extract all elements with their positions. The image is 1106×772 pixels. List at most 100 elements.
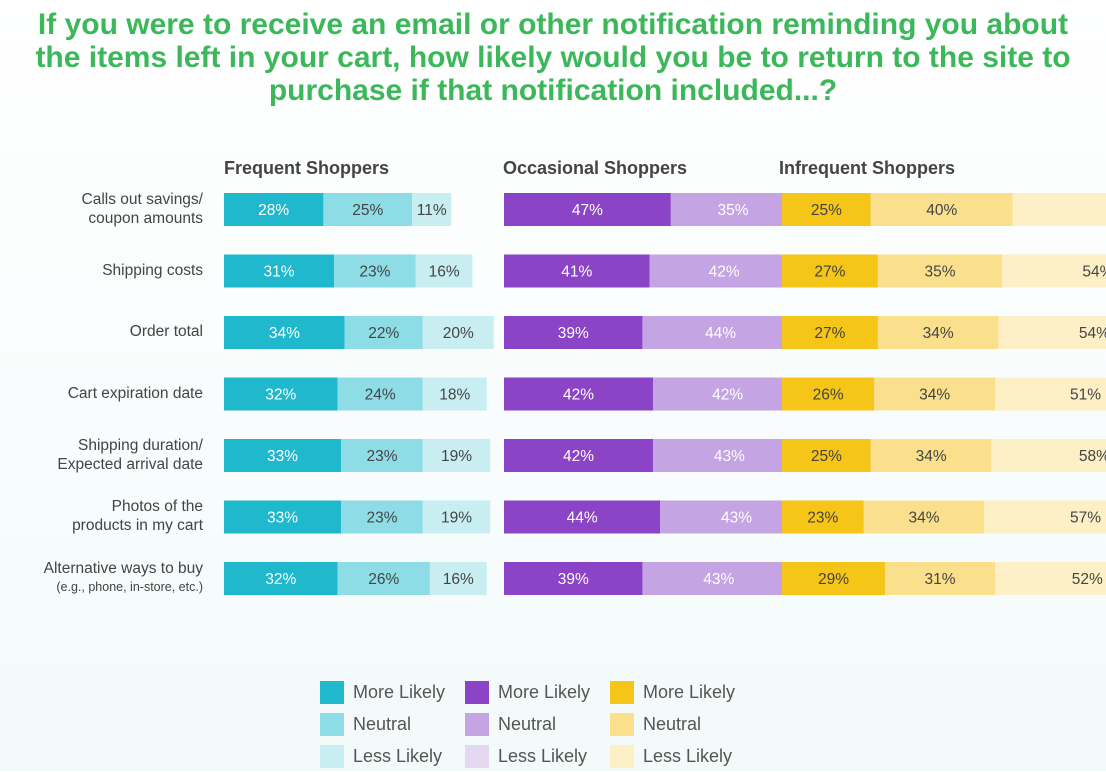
data-label: 19% bbox=[441, 510, 472, 527]
data-label: 54% bbox=[1082, 264, 1106, 281]
data-label: 54% bbox=[1079, 325, 1106, 342]
data-label: 31% bbox=[924, 571, 955, 588]
bar-segment bbox=[653, 377, 803, 411]
data-label: 26% bbox=[368, 571, 399, 588]
data-label: 29% bbox=[818, 571, 849, 588]
bar-segment bbox=[998, 316, 1106, 349]
data-label: 25% bbox=[811, 202, 842, 219]
legend-swatch bbox=[610, 744, 634, 768]
legend-swatch bbox=[610, 680, 634, 704]
bar-segment bbox=[877, 254, 1003, 288]
bar-segment bbox=[649, 254, 799, 288]
bar-segment bbox=[412, 193, 452, 226]
data-label: 32% bbox=[265, 571, 296, 588]
bar-segment bbox=[877, 316, 999, 349]
data-label: 23% bbox=[359, 264, 390, 281]
legend-label: Neutral bbox=[353, 713, 412, 734]
legend-label: More Likely bbox=[498, 681, 591, 702]
bar-segment bbox=[224, 377, 338, 411]
bar-segment bbox=[341, 500, 423, 534]
legend-item: More Likely bbox=[610, 676, 735, 708]
bar-segment bbox=[344, 316, 423, 349]
data-label: 25% bbox=[811, 448, 842, 465]
data-label: 16% bbox=[429, 264, 460, 281]
legend-label: More Likely bbox=[643, 681, 736, 702]
legend-item: Neutral bbox=[320, 708, 445, 740]
legend-column: More Likely Neutral Less Likely bbox=[320, 676, 445, 772]
data-label: 43% bbox=[714, 448, 745, 465]
legend-label: More Likely bbox=[353, 681, 446, 702]
legend-column: More Likely Neutral Less Likely bbox=[610, 676, 735, 772]
data-label: 42% bbox=[563, 387, 594, 404]
row-label: Calls out savings/coupon amounts bbox=[10, 190, 203, 228]
bar-segment bbox=[504, 316, 643, 349]
group-title-occasional: Occasional Shoppers bbox=[503, 158, 688, 178]
bar-segment bbox=[782, 500, 864, 534]
row-label-line: products in my cart bbox=[72, 517, 203, 534]
data-label: 42% bbox=[709, 264, 740, 281]
data-label: 39% bbox=[558, 571, 589, 588]
legend-swatch bbox=[465, 680, 489, 704]
bar-segment bbox=[782, 193, 871, 226]
legend-swatch bbox=[465, 744, 489, 768]
bar-segment bbox=[341, 439, 423, 472]
row-label-line: Shipping duration/ bbox=[78, 436, 203, 454]
chart-title-line-2: the items left in your cart, how likely … bbox=[35, 41, 1071, 74]
data-label: 47% bbox=[572, 202, 603, 219]
row-label-line: Order total bbox=[129, 323, 203, 340]
data-label: 43% bbox=[721, 510, 752, 527]
row-label: Shipping duration/Expected arrival date bbox=[10, 436, 203, 474]
bar-segment bbox=[337, 562, 430, 595]
bar-segment bbox=[1002, 254, 1106, 288]
legend-item: More Likely bbox=[320, 676, 445, 708]
bar-segment bbox=[337, 377, 423, 411]
data-label: 52% bbox=[1072, 571, 1103, 588]
data-label: 44% bbox=[705, 325, 736, 342]
stacked-bar-chart: 28% 25% 11% 31% 23% 16% 34% 22% 20% 32% 24% 18% 33% 2… bbox=[224, 193, 1106, 595]
bar-segment bbox=[224, 254, 335, 288]
legend-label: Less Likely bbox=[498, 745, 588, 766]
row-label: Cart expiration date bbox=[10, 384, 203, 403]
bar-segment bbox=[782, 562, 885, 595]
data-label: 27% bbox=[814, 325, 845, 342]
legend-item: Less Likely bbox=[320, 740, 445, 772]
bar-segment bbox=[884, 562, 995, 595]
row-label-line: coupon amounts bbox=[88, 209, 203, 227]
data-label: 23% bbox=[366, 448, 397, 465]
legend-swatch bbox=[610, 712, 634, 736]
bar-segment bbox=[224, 316, 345, 349]
data-label: 11% bbox=[417, 202, 447, 219]
group-title-frequent: Frequent Shoppers bbox=[224, 158, 390, 178]
bar-segment bbox=[422, 439, 491, 472]
row-label: Order total bbox=[10, 322, 203, 341]
row-label-line: Alternative ways to buy bbox=[43, 559, 203, 577]
legend-label: Neutral bbox=[643, 713, 702, 734]
bar-segment bbox=[642, 562, 796, 595]
legend-item: Less Likely bbox=[465, 740, 590, 772]
data-label: 34% bbox=[916, 448, 947, 465]
data-label: 34% bbox=[923, 325, 954, 342]
legend-swatch bbox=[465, 712, 489, 736]
bar-segment bbox=[670, 193, 796, 226]
data-label: 35% bbox=[924, 264, 955, 281]
bar-segment bbox=[504, 439, 654, 472]
row-label-line: Photos of the bbox=[111, 498, 203, 515]
bar-segment bbox=[504, 377, 654, 411]
data-label: 57% bbox=[1070, 510, 1101, 527]
data-label: 43% bbox=[703, 571, 734, 588]
data-label: 33% bbox=[267, 510, 298, 527]
legend-column: More Likely Neutral Less Likely bbox=[465, 676, 590, 772]
data-label: 19% bbox=[441, 448, 472, 465]
legend-item: Neutral bbox=[610, 708, 735, 740]
data-label: 34% bbox=[919, 387, 950, 404]
data-label: 42% bbox=[563, 448, 594, 465]
bar-segment bbox=[782, 316, 878, 349]
bar-segment bbox=[224, 562, 338, 595]
legend-swatch bbox=[320, 712, 344, 736]
chart-title-line-1: If you were to receive an email or other… bbox=[37, 8, 1069, 41]
bar-segment bbox=[422, 500, 491, 534]
data-label: 27% bbox=[814, 264, 845, 281]
bar-segment bbox=[984, 500, 1106, 534]
row-label-line: Cart expiration date bbox=[67, 384, 203, 402]
row-label-line: Expected arrival date bbox=[57, 455, 203, 473]
